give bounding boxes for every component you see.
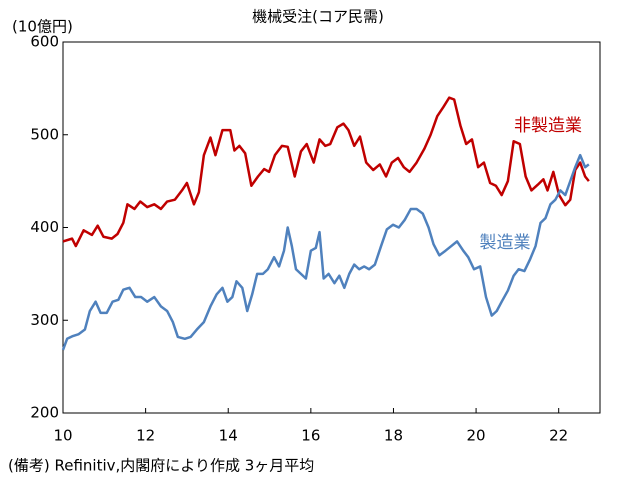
y-axis-label: (10億円) bbox=[12, 18, 73, 36]
y-tick-label: 200 bbox=[30, 404, 59, 422]
series-line bbox=[61, 153, 590, 351]
series-line bbox=[62, 96, 590, 248]
chart-title: 機械受注(コア民需) bbox=[252, 8, 384, 26]
y-tick-label: 500 bbox=[30, 125, 59, 143]
y-tick-label: 300 bbox=[30, 311, 59, 329]
x-tick-label: 14 bbox=[219, 427, 238, 445]
x-tick-label: 18 bbox=[384, 427, 403, 445]
plot-frame bbox=[62, 41, 601, 414]
x-tick-label: 10 bbox=[53, 427, 72, 445]
series-label: 非製造業 bbox=[514, 116, 582, 136]
x-tick-label: 12 bbox=[136, 427, 155, 445]
y-tick-label: 600 bbox=[30, 33, 59, 51]
x-tick-label: 22 bbox=[549, 427, 568, 445]
series-label: 製造業 bbox=[480, 233, 531, 253]
note: (備考) Refinitiv,内閣府により作成 3ヶ月平均 bbox=[8, 457, 314, 475]
x-tick-label: 20 bbox=[467, 427, 486, 445]
x-tick-label: 16 bbox=[301, 427, 320, 445]
y-tick-label: 400 bbox=[30, 218, 59, 236]
